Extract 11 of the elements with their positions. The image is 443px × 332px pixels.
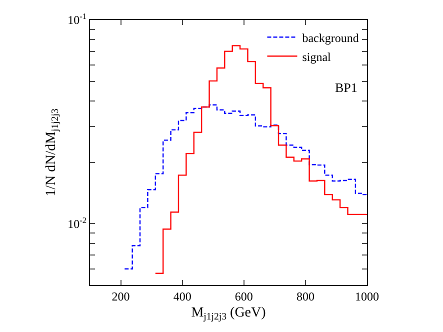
x-tick-label: 200 bbox=[112, 289, 130, 304]
legend-label: background bbox=[302, 30, 359, 45]
legend-label: signal bbox=[302, 50, 332, 64]
x-tick-label: 400 bbox=[173, 289, 192, 304]
x-tick-label: 600 bbox=[234, 289, 253, 304]
annotation: BP1 bbox=[335, 80, 358, 95]
x-tick-label: 800 bbox=[296, 289, 314, 304]
y-tick-label: 10$^{-2}$ bbox=[68, 216, 87, 231]
x-tick-label: 1000 bbox=[355, 289, 379, 304]
y-tick-label: 10$^{-1}$ bbox=[68, 12, 87, 28]
x-axis-title: M$_{j1j2j3}$ (GeV) bbox=[191, 306, 266, 323]
